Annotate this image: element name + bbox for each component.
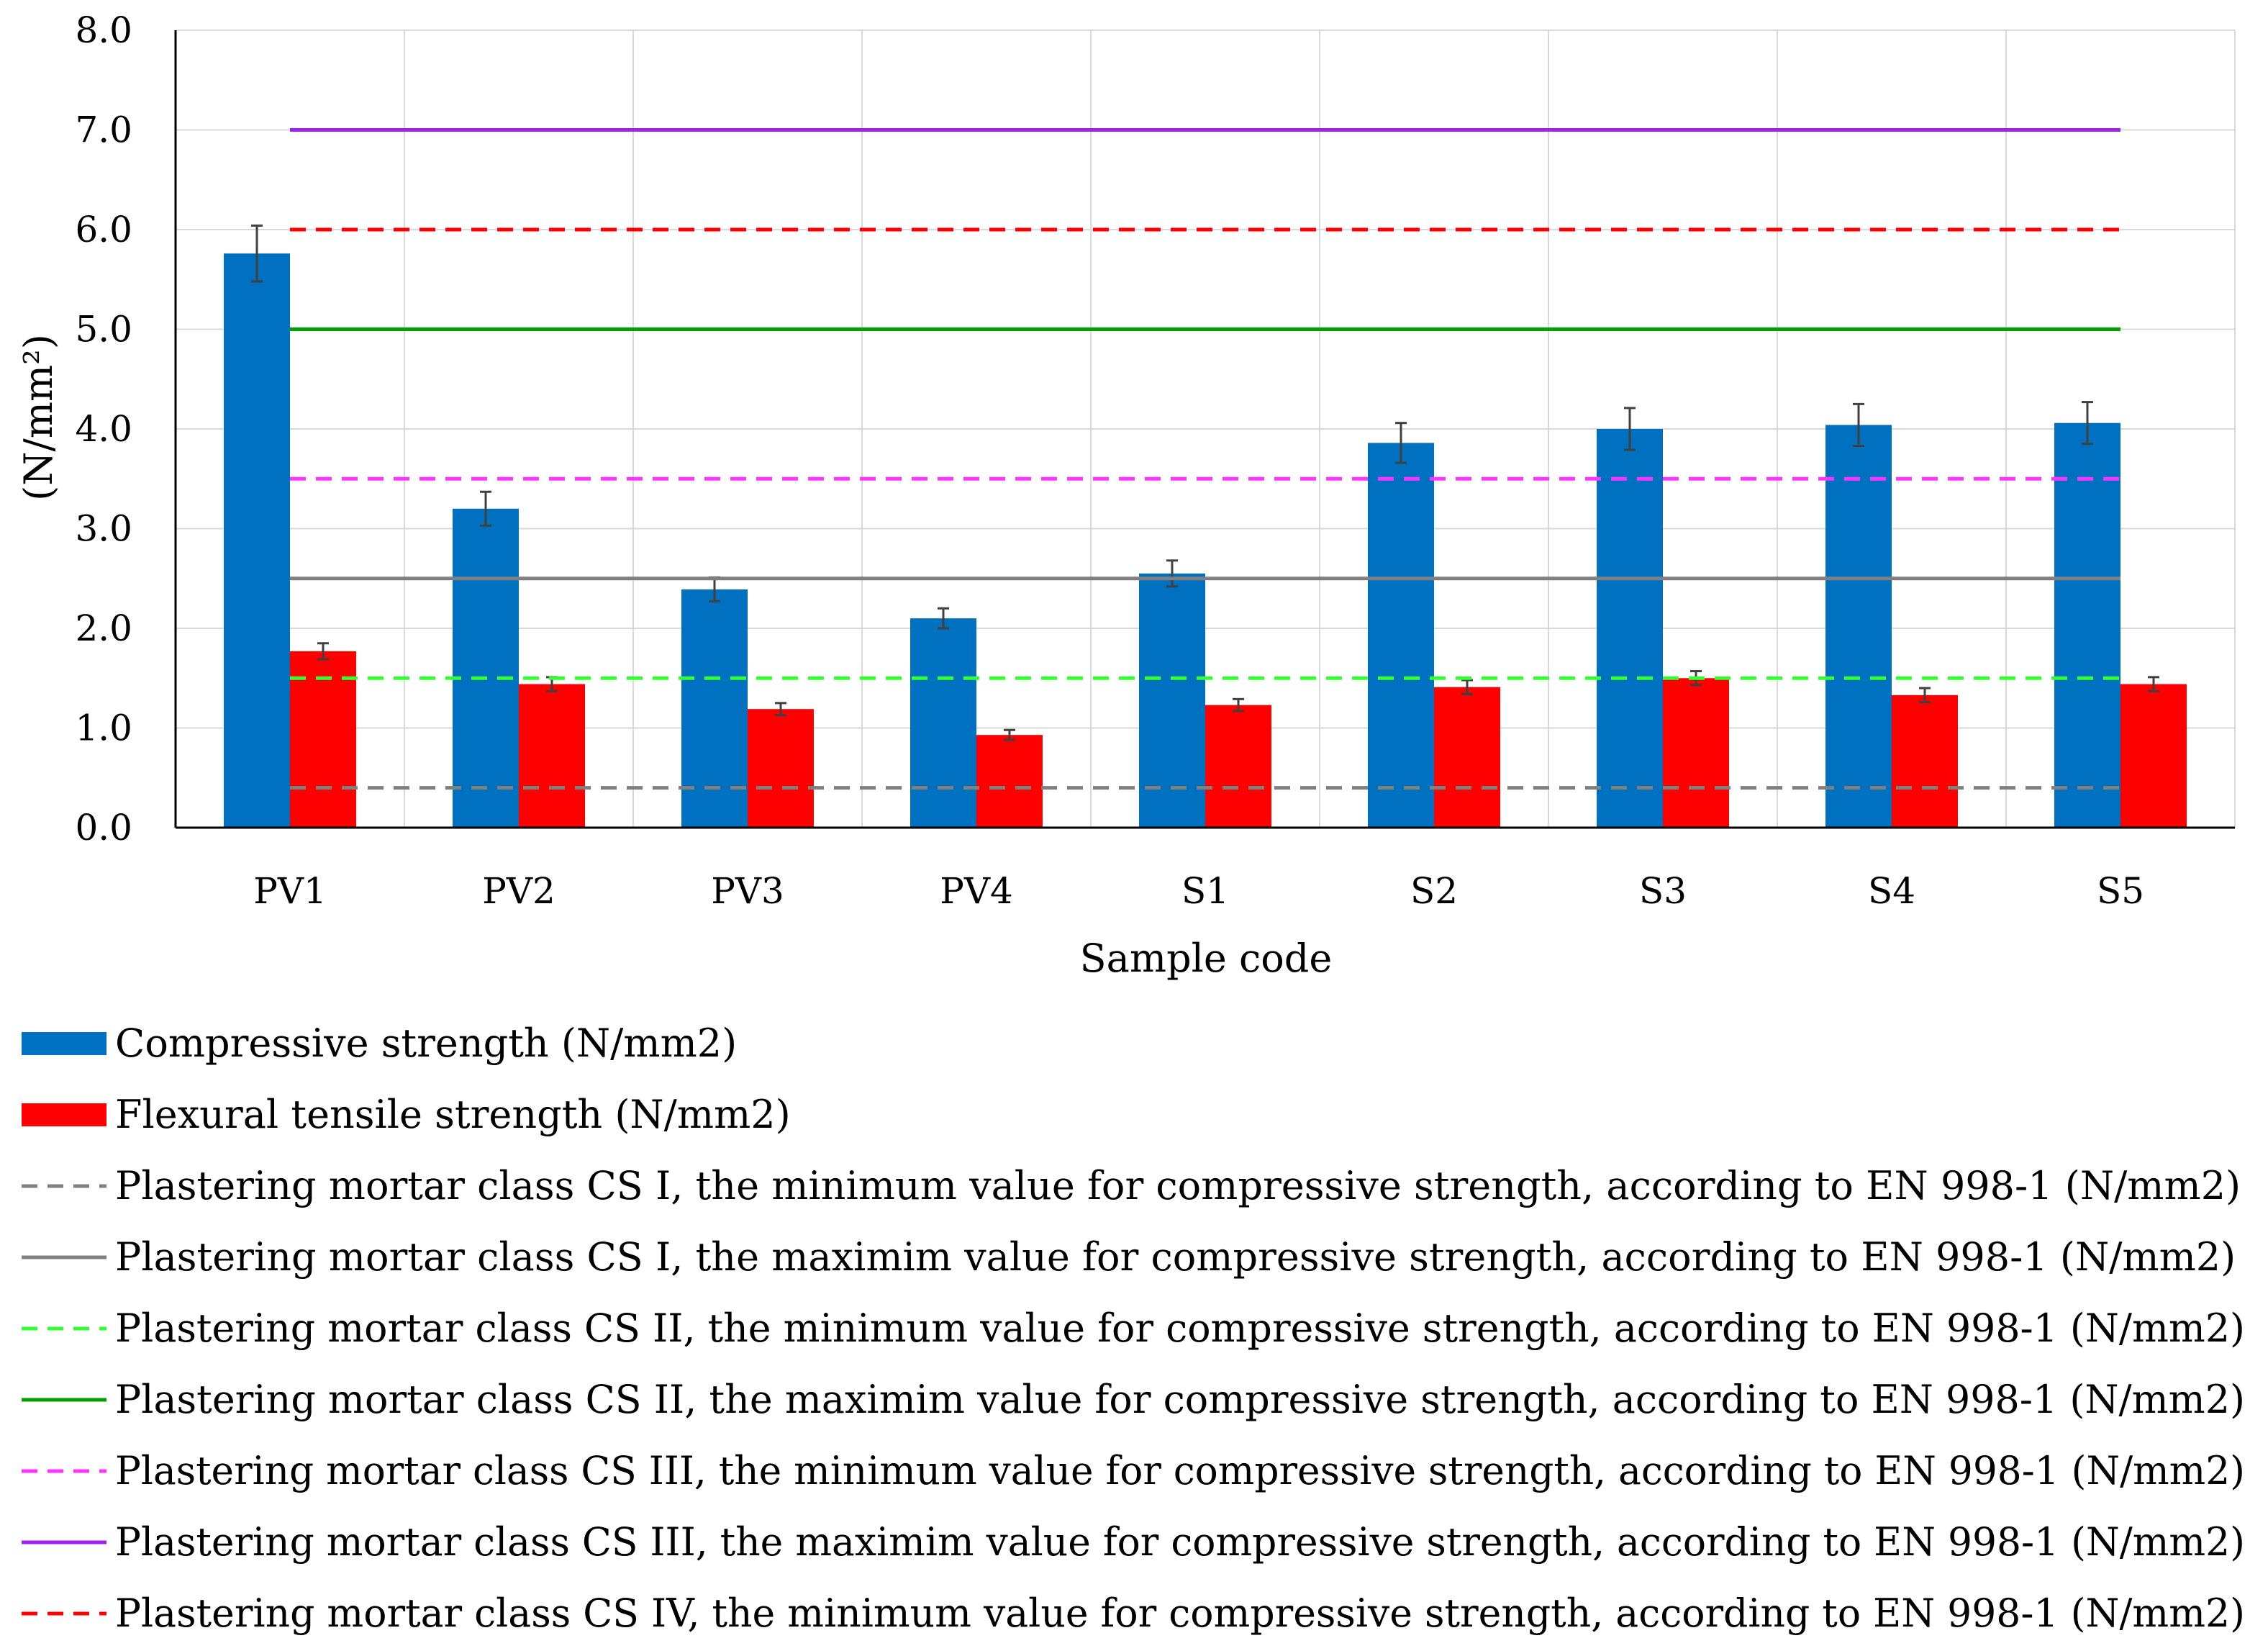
y-tick-label: 5.0 (75, 309, 132, 350)
x-tick-label: S3 (1639, 870, 1687, 912)
legend-label: Flexural tensile strength (N/mm2) (115, 1092, 791, 1137)
x-tick-label: S5 (2097, 870, 2144, 912)
legend-label: Plastering mortar class CS III, the maxi… (115, 1519, 2245, 1565)
compressive-bar (224, 253, 290, 828)
y-tick-label: 3.0 (75, 508, 132, 550)
flexural-bar (1892, 695, 1958, 828)
y-tick-label: 2.0 (75, 607, 132, 649)
flexural-bar (519, 684, 585, 828)
compressive-bar (681, 589, 748, 828)
axes (174, 30, 2235, 829)
x-tick-label: S1 (1181, 870, 1229, 912)
legend-label: Plastering mortar class CS II, the minim… (115, 1306, 2245, 1351)
bars (224, 253, 2187, 828)
legend: Compressive strength (N/mm2) Flexural ten… (22, 1021, 2245, 1636)
flexural-bar (1205, 705, 1271, 828)
legend-label: Plastering mortar class CS III, the mini… (115, 1448, 2245, 1493)
legend-label: Compressive strength (N/mm2) (115, 1021, 737, 1066)
flexural-bar (1434, 687, 1500, 828)
y-axis-title: (N/mm²) (16, 334, 61, 501)
x-tick-label: PV2 (482, 870, 555, 912)
flexural-bar (290, 651, 356, 828)
legend-swatch (22, 1032, 106, 1055)
x-tick-label: PV3 (711, 870, 784, 912)
x-tick-label: PV4 (940, 870, 1013, 912)
reference-lines (290, 128, 2120, 790)
y-tick-labels: 0.0 1.0 2.0 3.0 4.0 5.0 6.0 7.0 8.0 (75, 9, 132, 849)
flexural-bar (976, 735, 1043, 828)
legend-label: Plastering mortar class CS I, the maximi… (115, 1234, 2236, 1280)
compressive-bar (1368, 443, 1434, 828)
compressive-bar (1139, 573, 1205, 828)
flexural-bar (1663, 678, 1729, 828)
legend-swatch (22, 1103, 106, 1126)
legend-label: Plastering mortar class CS IV, the minim… (115, 1591, 2245, 1636)
legend-label: Plastering mortar class CS II, the maxim… (115, 1377, 2245, 1422)
y-tick-label: 4.0 (75, 408, 132, 450)
compressive-bar (453, 508, 519, 828)
compressive-bar (1825, 425, 1892, 828)
x-tick-label: S2 (1410, 870, 1458, 912)
y-tick-label: 1.0 (75, 707, 132, 749)
y-tick-label: 0.0 (75, 807, 132, 849)
x-tick-labels: PV1 PV2 PV3 PV4 S1 S2 S3 S4 S5 (253, 870, 2144, 912)
y-tick-label: 8.0 (75, 9, 132, 51)
compressive-bar (1597, 429, 1663, 828)
flexural-bar (748, 709, 814, 828)
x-tick-label: S4 (1868, 870, 1915, 912)
x-tick-label: PV1 (253, 870, 327, 912)
y-tick-label: 6.0 (75, 209, 132, 250)
x-axis-title: Sample code (1080, 936, 1333, 981)
compressive-bar (910, 618, 976, 828)
y-tick-label: 7.0 (75, 109, 132, 151)
compressive-bar (2054, 422, 2120, 828)
legend-label: Plastering mortar class CS I, the minimu… (115, 1163, 2241, 1208)
flexural-bar (2120, 684, 2187, 828)
